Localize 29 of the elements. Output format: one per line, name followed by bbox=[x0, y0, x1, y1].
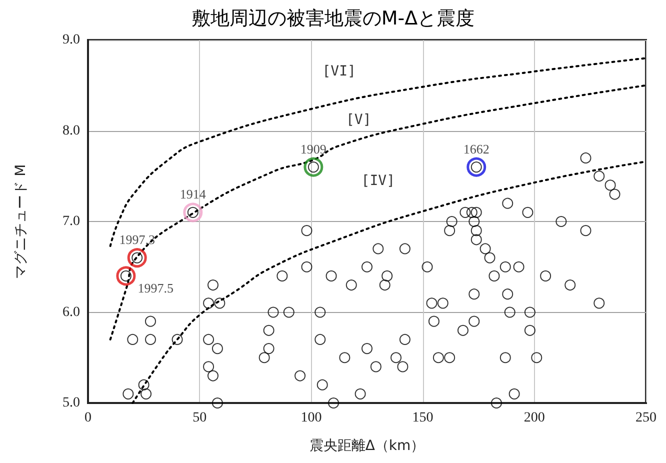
series-label: 1997.3 bbox=[119, 232, 155, 248]
x-axis-title: 震央距離Δ（km） bbox=[309, 438, 425, 454]
point bbox=[183, 202, 203, 222]
y-tick-label: 8.0 bbox=[62, 123, 80, 138]
x-tick-label: 0 bbox=[84, 410, 92, 426]
point bbox=[116, 266, 136, 286]
series-label: 1909 bbox=[300, 141, 326, 156]
x-tick-label: 100 bbox=[300, 410, 322, 426]
y-tick-label: 6.0 bbox=[62, 304, 80, 320]
series-label: 1662 bbox=[463, 141, 490, 156]
x-tick-label: 250 bbox=[636, 410, 656, 426]
y-tick-label: 5.0 bbox=[62, 396, 80, 410]
series-label: 1997.5 bbox=[138, 280, 174, 296]
point bbox=[304, 157, 324, 177]
y-axis-title: マグニチュード M bbox=[13, 164, 29, 279]
x-tick-label: 200 bbox=[524, 410, 545, 426]
line-series bbox=[109, 84, 647, 340]
x-tick-label: 50 bbox=[192, 410, 207, 426]
point bbox=[127, 248, 147, 268]
annotation: [V] bbox=[346, 112, 372, 128]
annotation: [IV] bbox=[361, 172, 396, 189]
line-series bbox=[109, 57, 647, 248]
y-tick-label: 7.0 bbox=[62, 214, 80, 229]
point bbox=[466, 157, 486, 177]
series-label: 1914 bbox=[180, 186, 206, 202]
annotation: [VI] bbox=[322, 64, 356, 80]
x-tick-label: 150 bbox=[412, 410, 434, 426]
chart-title: 敷地周辺の被害地震のM-Δと震度 bbox=[191, 8, 475, 30]
y-tick-label: 9.0 bbox=[62, 32, 80, 48]
